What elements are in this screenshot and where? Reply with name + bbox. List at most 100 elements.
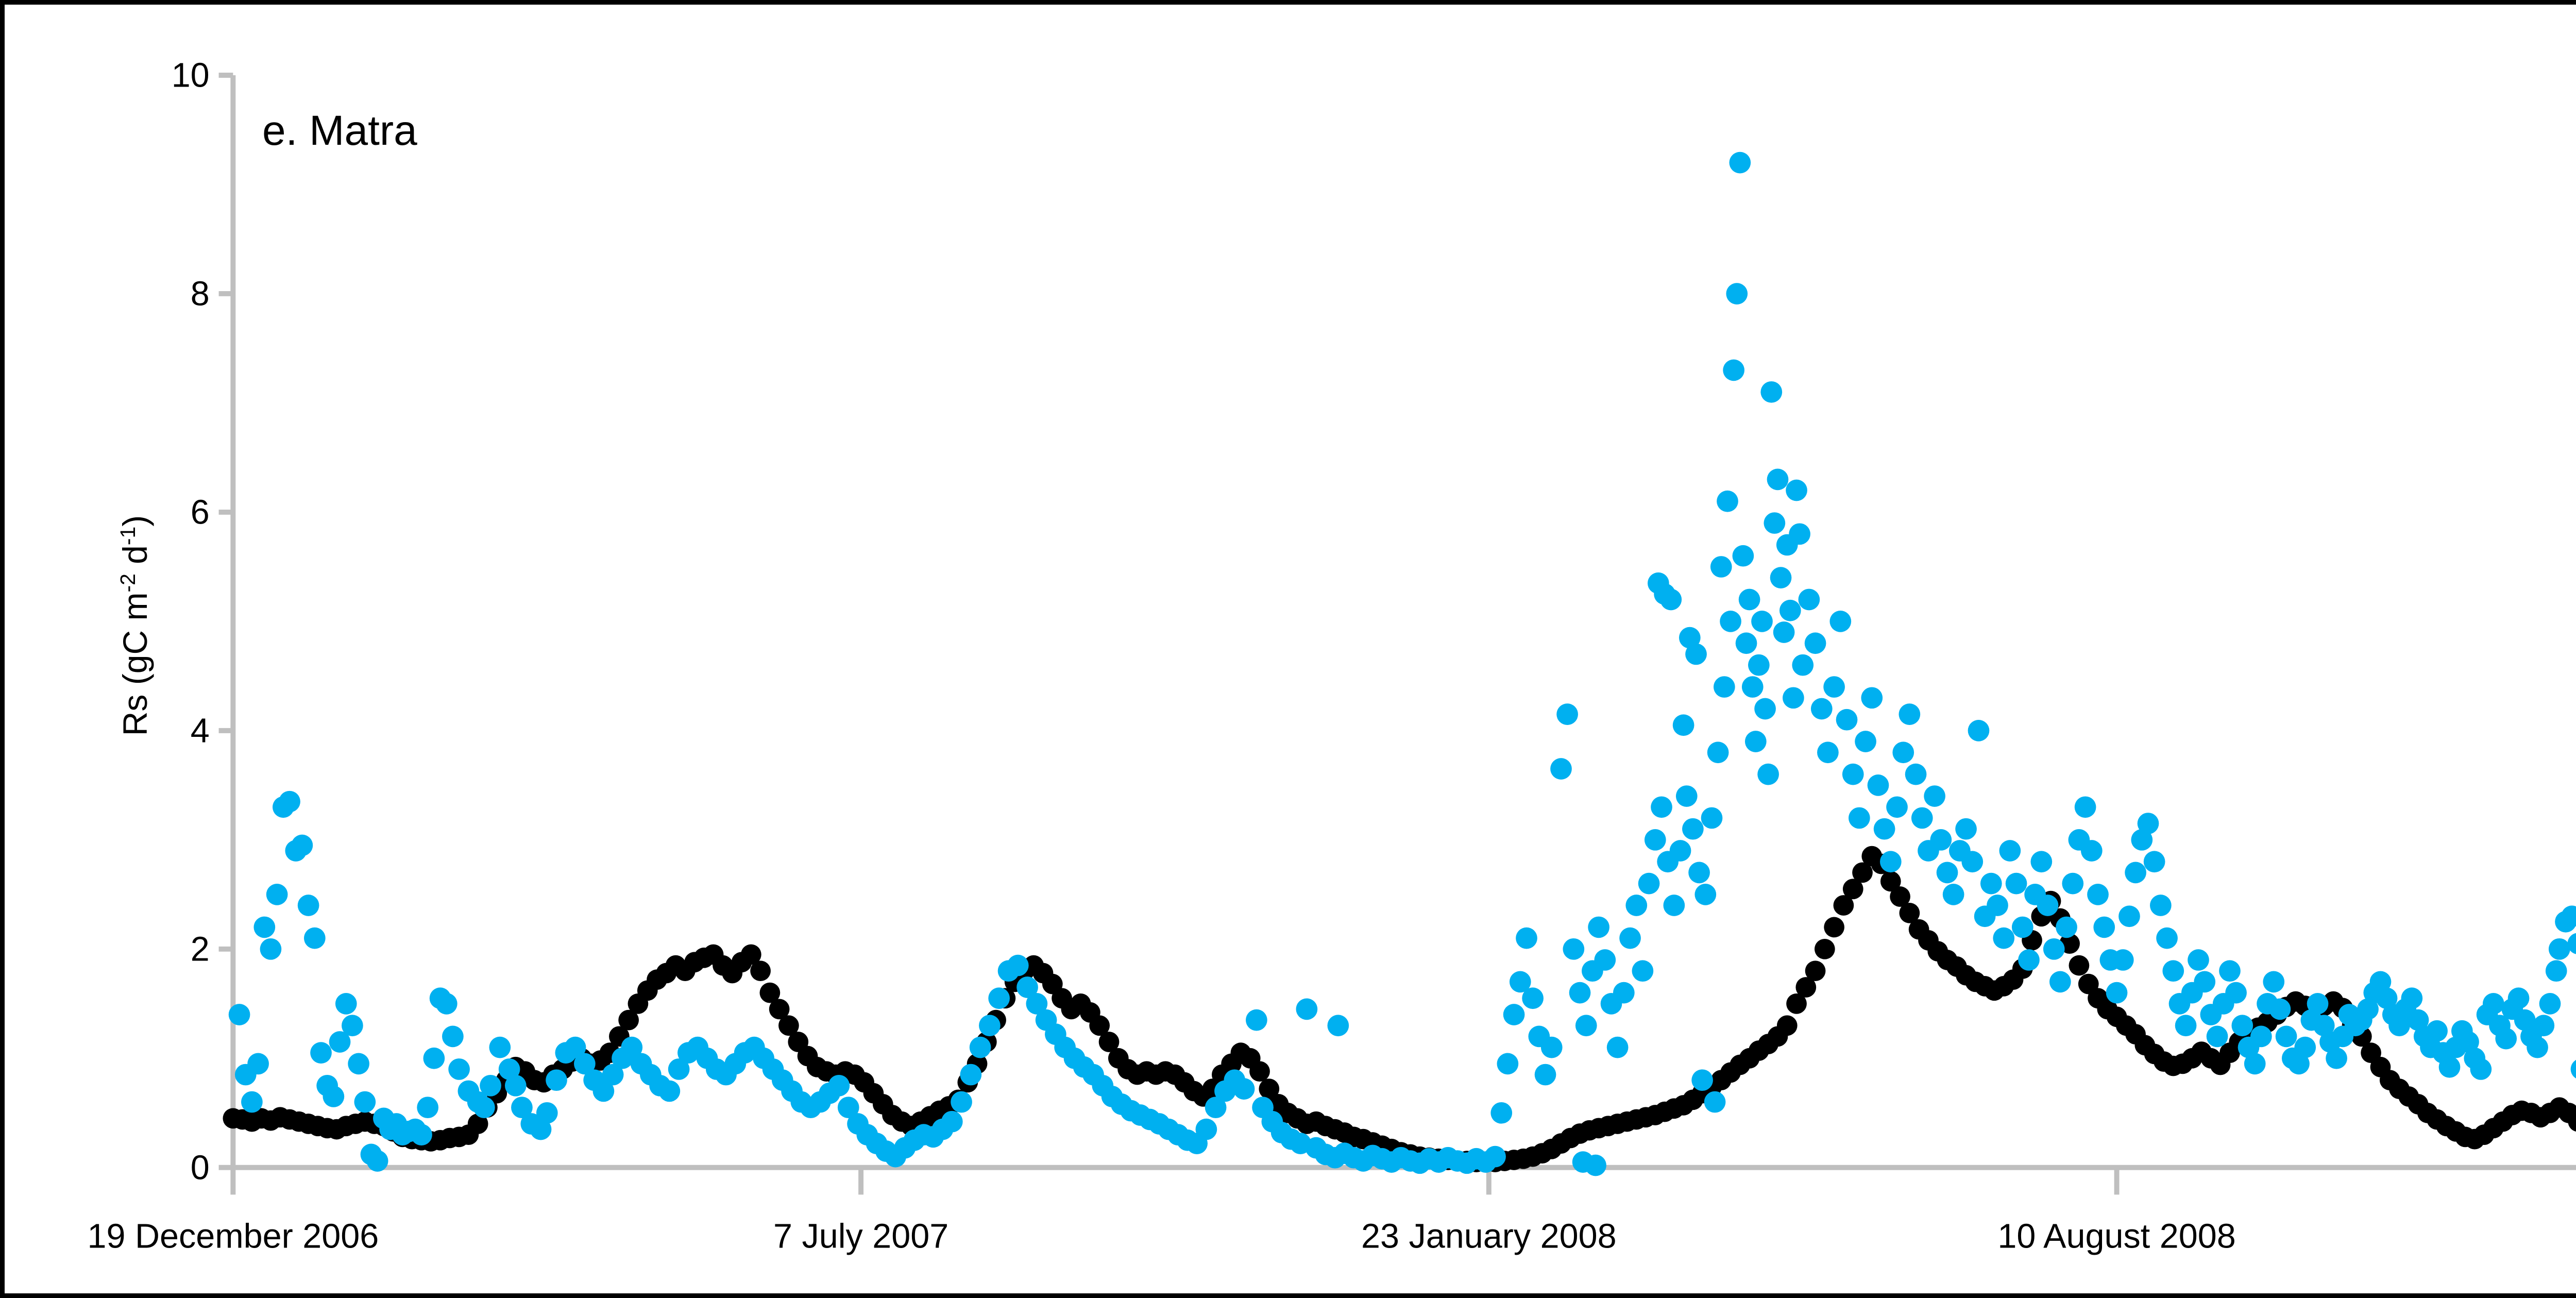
- data-point: [1786, 479, 1807, 501]
- data-point: [574, 1053, 596, 1075]
- data-point: [979, 1015, 1001, 1037]
- data-point: [2112, 949, 2134, 971]
- data-point: [1563, 938, 1585, 960]
- data-point: [1748, 654, 1770, 676]
- data-point: [2269, 998, 2291, 1020]
- data-point: [2137, 813, 2159, 834]
- data-point: [1707, 741, 1729, 764]
- data-point: [951, 1091, 972, 1113]
- data-point: [1899, 703, 1921, 725]
- data-point: [2231, 1015, 2253, 1037]
- data-point: [1732, 545, 1754, 567]
- data-point: [2567, 933, 2576, 954]
- data-point: [750, 960, 771, 982]
- data-point: [1836, 709, 1858, 731]
- data-point: [1249, 1061, 1270, 1082]
- y-axis-tick-label: 0: [191, 1149, 210, 1187]
- data-point: [1195, 1118, 1217, 1140]
- data-point: [769, 999, 790, 1020]
- data-point: [969, 1036, 991, 1058]
- data-point: [1930, 829, 1952, 851]
- data-point: [1779, 599, 1801, 621]
- data-point: [2125, 862, 2146, 884]
- data-point: [1879, 851, 1902, 873]
- data-point: [2206, 1025, 2228, 1048]
- data-point: [366, 1150, 388, 1172]
- data-point: [2087, 884, 2109, 905]
- data-point: [1327, 1015, 1349, 1037]
- data-point: [2043, 938, 2065, 960]
- data-point: [1632, 960, 1654, 982]
- series-modelled-blue: [228, 151, 2576, 1176]
- data-point: [411, 1124, 432, 1145]
- data-point: [2263, 971, 2285, 993]
- y-axis-tick-label: 4: [191, 712, 210, 750]
- data-point: [1569, 982, 1591, 1004]
- data-point: [303, 927, 326, 949]
- data-point: [1717, 490, 1738, 512]
- data-point: [1890, 886, 1910, 907]
- data-point: [1026, 992, 1048, 1015]
- data-point: [489, 1036, 511, 1058]
- data-point: [2307, 992, 2329, 1015]
- data-point: [1675, 785, 1698, 807]
- x-axis-tick-label: 19 December 2006: [87, 1218, 379, 1256]
- data-point: [2093, 916, 2115, 938]
- data-point: [2313, 1015, 2335, 1037]
- data-point: [2533, 1015, 2555, 1037]
- data-point: [342, 1015, 363, 1037]
- data-point: [2470, 1058, 2492, 1080]
- data-point: [1987, 895, 2008, 916]
- data-point: [740, 944, 761, 965]
- data-point: [1503, 1004, 1525, 1025]
- data-point: [2568, 1111, 2576, 1132]
- data-point: [621, 1036, 643, 1058]
- data-point: [1833, 895, 1854, 916]
- data-point: [1606, 1036, 1629, 1058]
- data-point: [1968, 720, 1990, 741]
- data-point: [498, 1058, 520, 1080]
- data-point: [2275, 1025, 2297, 1048]
- data-point: [1259, 1078, 1280, 1100]
- data-point: [1663, 895, 1685, 916]
- data-point: [2131, 829, 2153, 851]
- data-point: [1798, 588, 1820, 611]
- data-point: [618, 1009, 639, 1031]
- data-point: [1534, 1064, 1556, 1086]
- data-point: [2143, 851, 2165, 873]
- data-point: [1773, 621, 1795, 643]
- data-point: [241, 1091, 263, 1113]
- data-point: [1757, 763, 1779, 785]
- data-point: [2407, 1009, 2429, 1031]
- data-point: [1824, 917, 1844, 938]
- data-point: [1861, 687, 1883, 709]
- data-point: [2119, 905, 2140, 928]
- data-point: [1651, 796, 1672, 818]
- data-point: [2219, 960, 2241, 982]
- data-point: [297, 895, 319, 916]
- data-point: [1867, 774, 1889, 796]
- data-point: [1852, 862, 1873, 883]
- data-point: [2561, 905, 2576, 928]
- x-axis-tick-label: 23 January 2008: [1361, 1218, 1617, 1256]
- data-point: [1980, 872, 2002, 895]
- data-point: [1855, 731, 1876, 752]
- data-point: [1767, 468, 1789, 491]
- data-point: [1694, 884, 1717, 905]
- data-point: [1792, 654, 1814, 676]
- data-point: [2495, 1027, 2517, 1050]
- data-point: [1205, 1097, 1227, 1119]
- data-point: [348, 1053, 369, 1075]
- data-point: [2539, 992, 2561, 1015]
- data-point: [2376, 987, 2398, 1009]
- data-point: [2056, 916, 2077, 938]
- data-point: [2401, 987, 2423, 1009]
- data-point: [1669, 840, 1691, 862]
- data-point: [1540, 1036, 1563, 1058]
- data-point: [435, 992, 457, 1015]
- data-point: [2507, 987, 2530, 1009]
- data-point: [1619, 927, 1641, 949]
- data-point: [260, 938, 282, 960]
- data-point: [2080, 840, 2103, 862]
- data-point: [1829, 611, 1852, 632]
